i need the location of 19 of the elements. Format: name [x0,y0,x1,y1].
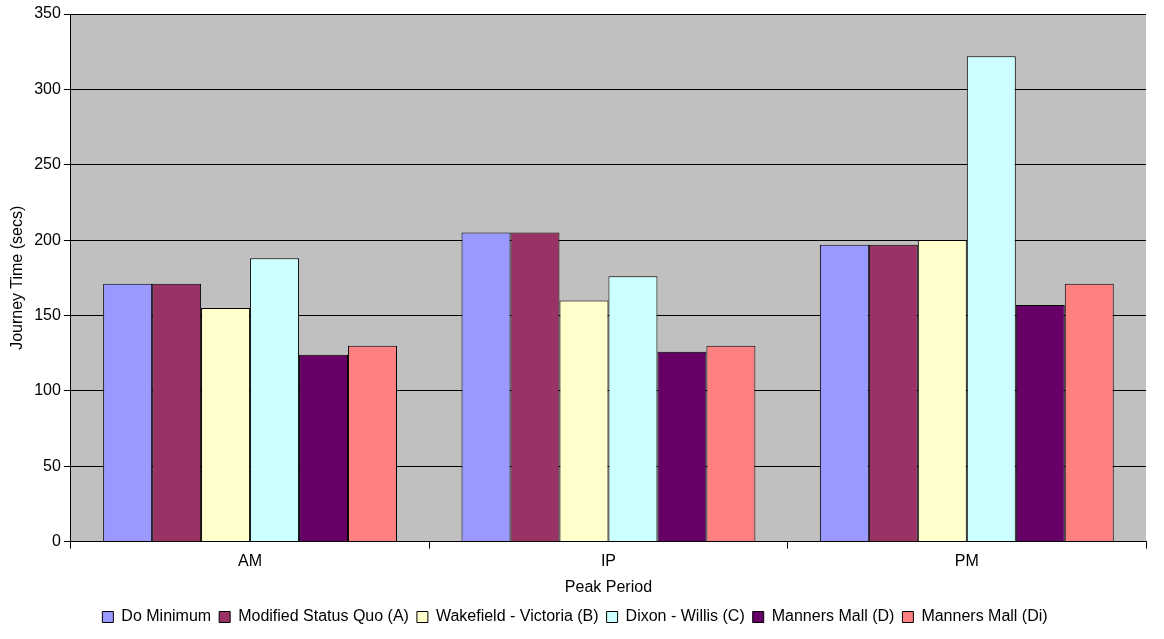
legend-label: Dixon - Willis (C) [625,607,745,625]
legend-label: Manners Mall (Di) [921,607,1048,625]
x-tick-label: IP [600,551,617,569]
y-tick-label: 150 [34,305,61,323]
x-axis-title: Peak Period [564,577,653,595]
x-tick-label: AM [238,551,263,569]
y-tick-label: 0 [51,532,61,550]
x-tick-label: PM [954,551,979,569]
y-axis-title: Journey Time (secs) [8,205,26,350]
legend-label: Manners Mall (D) [771,607,895,625]
y-tick-label: 200 [34,230,61,248]
y-tick-label: 250 [34,155,61,173]
y-tick-label: 50 [43,456,61,474]
y-tick-label: 350 [34,4,61,22]
legend-label: Modified Status Quo (A) [238,607,409,625]
legend-label: Wakefield - Victoria (B) [435,607,599,625]
y-tick-label: 100 [34,381,61,399]
legend-label: Do Minimum [121,607,212,625]
y-tick-label: 300 [34,79,61,97]
